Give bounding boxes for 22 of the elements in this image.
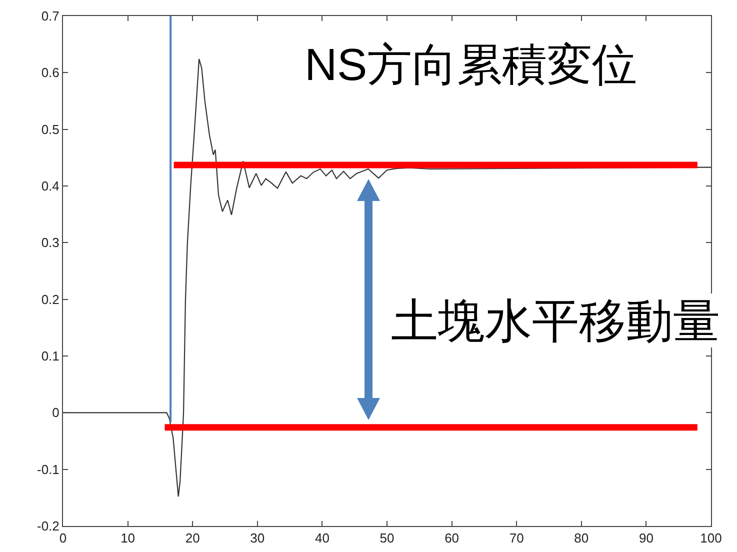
y-tick-label: -0.1 bbox=[36, 462, 60, 477]
y-tick-label: -0.2 bbox=[36, 518, 60, 534]
y-tick-label: 0.4 bbox=[41, 178, 60, 194]
x-tick-label: 50 bbox=[380, 530, 394, 546]
y-tick-label: 0.1 bbox=[41, 348, 60, 364]
x-tick-label: 80 bbox=[574, 530, 589, 546]
x-tick-label: 70 bbox=[509, 530, 524, 546]
annotation: 土塊水平移動量 bbox=[391, 294, 720, 347]
x-tick-label: 100 bbox=[700, 530, 722, 546]
x-tick-label: 20 bbox=[185, 530, 200, 546]
y-tick-label: 0.5 bbox=[41, 122, 60, 137]
x-tick-label: 40 bbox=[314, 530, 330, 546]
text: NS方向累積変位 bbox=[304, 38, 638, 90]
y-tick-label: 0 bbox=[52, 405, 60, 420]
x-tick-label: 10 bbox=[120, 530, 136, 546]
y-tick-label: 0.3 bbox=[41, 235, 60, 250]
x-tick-label: 30 bbox=[250, 530, 265, 546]
y-tick-label: 0.6 bbox=[41, 65, 60, 80]
y-tick-label: 0.2 bbox=[41, 292, 60, 307]
y-tick-label: 0.7 bbox=[41, 8, 60, 24]
x-tick-label: 90 bbox=[638, 530, 654, 546]
x-tick-label: 60 bbox=[444, 530, 460, 546]
